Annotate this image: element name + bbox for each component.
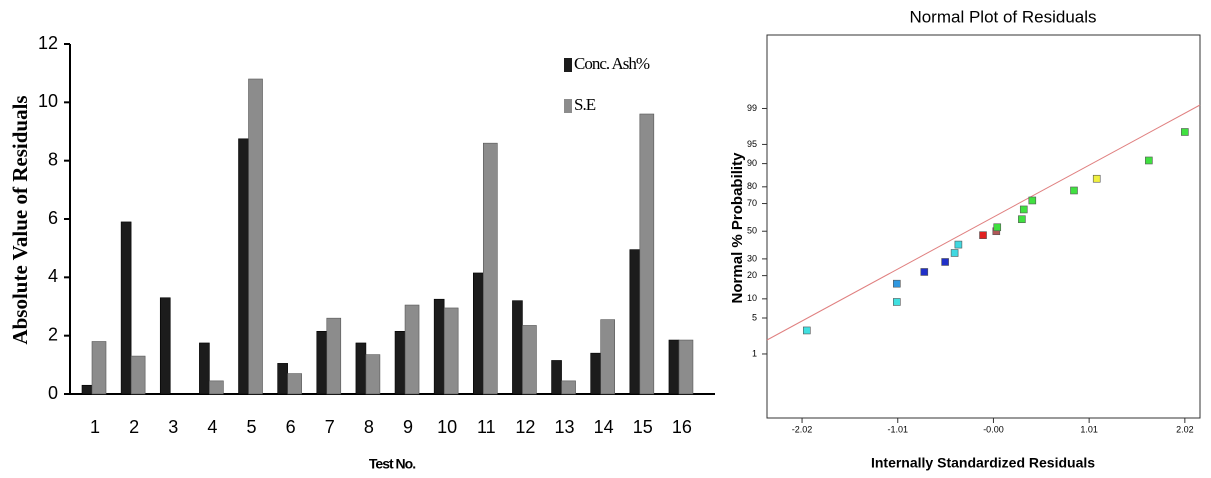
x-tick-label: -0.00 — [983, 424, 1004, 434]
y-tick-label: 8 — [48, 149, 58, 169]
x-tick-label: 10 — [437, 417, 457, 437]
y-axis-label: Absolute Value of Residuals — [8, 95, 32, 344]
bar — [561, 380, 576, 395]
bar — [404, 304, 420, 395]
bar — [130, 355, 146, 395]
point — [1092, 174, 1101, 183]
bar — [668, 339, 680, 395]
y-tick-label: 30 — [747, 253, 757, 263]
point — [950, 249, 959, 257]
y-tick-label: 90 — [747, 158, 757, 168]
bar — [365, 354, 381, 395]
x-tick-label: 8 — [364, 417, 374, 437]
bar — [443, 307, 459, 395]
x-tick-label: 9 — [403, 417, 413, 437]
y-axis-label: Normal % Probability — [729, 152, 746, 304]
x-tick-label: 11 — [477, 417, 496, 437]
y-tick-label: 95 — [747, 139, 757, 149]
bar — [433, 298, 445, 395]
y-tick-label: 20 — [747, 270, 757, 280]
bar — [600, 319, 615, 395]
x-tick-label: 2 — [129, 417, 139, 437]
x-axis-label: Test No. — [369, 456, 415, 472]
x-axis-label: Internally Standardized Residuals — [871, 455, 1095, 471]
x-tick-label: 13 — [555, 417, 575, 437]
bar — [81, 384, 93, 395]
bar — [678, 339, 694, 395]
bar — [355, 342, 367, 395]
point — [979, 231, 987, 239]
bar — [629, 249, 641, 395]
fit-line — [766, 104, 1201, 341]
x-tick-label: 12 — [515, 417, 535, 437]
x-tick-label: 2.02 — [1176, 424, 1194, 434]
y-tick-label: 2 — [48, 324, 58, 344]
x-tick-label: 3 — [168, 417, 178, 437]
bar — [248, 78, 263, 395]
point — [993, 223, 1002, 232]
bar — [209, 380, 224, 395]
point — [1145, 156, 1153, 165]
bar — [120, 221, 132, 395]
x-tick-label: 1 — [90, 417, 100, 437]
x-tick-label: 15 — [633, 417, 653, 437]
y-tick-label: 70 — [747, 198, 757, 208]
legend-marker — [564, 58, 572, 72]
y-tick-label: 10 — [38, 91, 58, 111]
x-tick-label: 4 — [207, 417, 217, 437]
bar — [238, 138, 249, 395]
bar — [472, 272, 484, 395]
chart-title: Normal Plot of Residuals — [909, 7, 1096, 26]
x-tick-label: 16 — [672, 417, 692, 437]
bar — [159, 297, 171, 395]
point — [1028, 196, 1037, 205]
x-tick-label: 7 — [325, 417, 335, 437]
y-tick-label: 1 — [752, 348, 757, 358]
bar — [287, 373, 302, 395]
y-tick-label: 80 — [747, 181, 757, 191]
point — [893, 298, 901, 306]
x-tick-label: -1.01 — [887, 424, 908, 434]
x-tick-label: 6 — [286, 417, 296, 437]
x-tick-label: 14 — [594, 417, 614, 437]
point — [893, 279, 901, 288]
y-tick-label: 10 — [747, 293, 757, 303]
bar — [639, 113, 655, 395]
point — [941, 258, 949, 266]
y-tick-label: 4 — [48, 266, 58, 286]
plot-frame — [766, 34, 1201, 419]
y-tick-label: 99 — [747, 103, 757, 113]
y-tick-label: 6 — [48, 208, 58, 228]
bar — [91, 341, 107, 395]
y-tick-label: 5 — [752, 312, 757, 322]
legend-marker — [564, 99, 572, 113]
point — [1019, 205, 1028, 214]
x-tick-label: 1.01 — [1080, 424, 1098, 434]
legend-label: Conc. Ash% — [574, 54, 650, 73]
bar — [394, 330, 406, 395]
y-tick-label: 0 — [48, 383, 58, 403]
bar — [512, 300, 523, 395]
bar — [199, 342, 210, 395]
bar — [482, 142, 498, 395]
x-tick-label: 5 — [247, 417, 257, 437]
bar — [316, 330, 328, 395]
point — [954, 240, 963, 249]
point — [1181, 128, 1189, 136]
bar — [522, 325, 537, 395]
x-tick-label: -2.02 — [792, 424, 813, 434]
bar — [326, 317, 342, 395]
y-tick-label: 50 — [747, 226, 757, 236]
bar — [551, 360, 562, 395]
bar — [277, 363, 288, 395]
y-tick-label: 12 — [38, 33, 58, 53]
point — [1070, 186, 1078, 195]
legend-label: S.E — [574, 95, 596, 114]
bar — [590, 352, 601, 395]
point — [1018, 215, 1026, 224]
point — [802, 326, 811, 335]
point — [920, 268, 929, 276]
